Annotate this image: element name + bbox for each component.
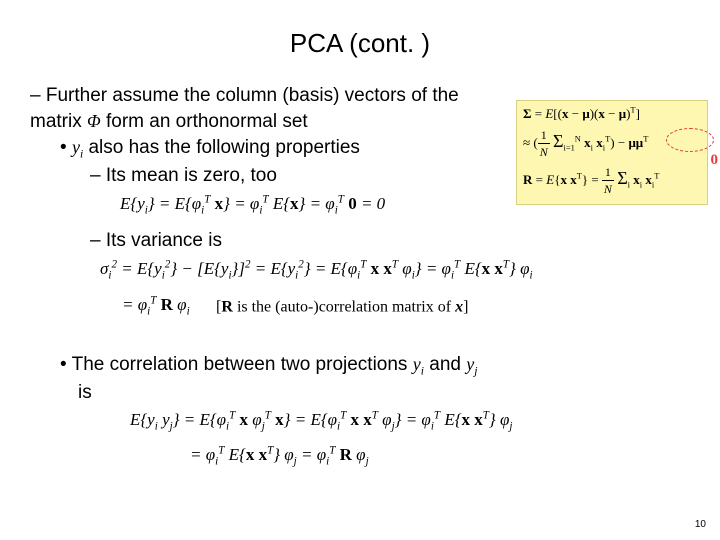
sigma-line3: R = E{x xT} = 1N Σi xi xiT (523, 164, 701, 197)
slide-title: PCA (cont. ) (0, 28, 720, 59)
bullet-correlation-2: is (78, 381, 690, 405)
bullet-corr-mid: and (429, 354, 466, 375)
bullet-correlation: • The correlation between two projection… (60, 353, 690, 379)
zero-annotation: 0 (711, 152, 719, 169)
yi-symbol-2: yi (413, 354, 424, 374)
sigma-line1: Σ = E[(x − μ)(x − μ)T] (523, 105, 701, 123)
equation-correlation-1: E{yi yj} = E{φiT x φjT x} = E{φiT x xT φ… (130, 409, 690, 434)
correlation-note: [R is the (auto-)correlation matrix of x… (216, 298, 468, 315)
page-number: 10 (695, 519, 706, 530)
bullet-variance: – Its variance is (90, 229, 690, 253)
bullet-corr-pre: • The correlation between two projection… (60, 354, 413, 375)
phi-symbol: Φ (87, 111, 101, 131)
covariance-highlight-box: Σ = E[(x − μ)(x − μ)T] ≈ (1N Σi=1N xi xi… (516, 100, 708, 205)
bullet-assume-2-pre: matrix (30, 111, 87, 132)
bullet-yi-post: also has the following properties (88, 137, 359, 158)
equation-variance-2: = φiT R φi [R is the (auto-)correlation … (122, 294, 690, 319)
sigma-line2: ≈ (1N Σi=1N xi xiT) − μμT (523, 127, 701, 160)
yi-symbol: yi (72, 137, 83, 157)
yj-symbol: yj (466, 354, 477, 374)
bullet-assume-2-post: form an orthonormal set (101, 111, 308, 132)
bullet-dot-1: • (60, 137, 72, 158)
equation-variance-1: σi2 = E{yi2} − [E{yi}]2 = E{yi2} = E{φiT… (100, 258, 690, 283)
equation-correlation-2: = φiT E{x xT} φj = φiT R φj (190, 444, 690, 469)
